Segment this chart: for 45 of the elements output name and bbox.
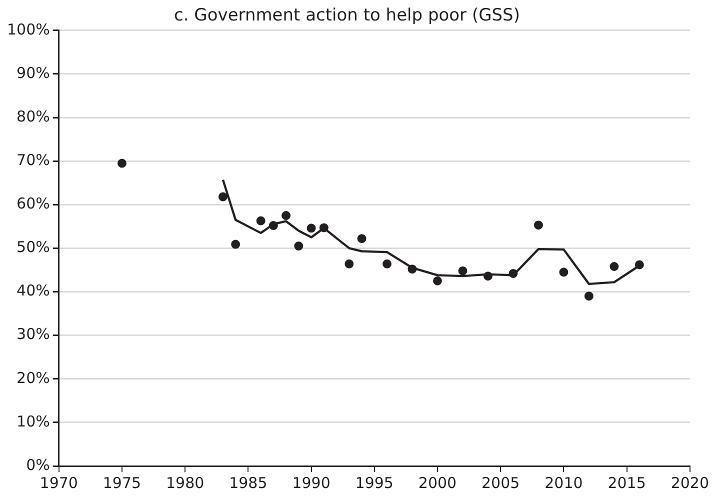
y-tick-label: 70% bbox=[16, 150, 50, 169]
point bbox=[306, 224, 316, 233]
x-tick-label: 1995 bbox=[355, 474, 394, 492]
point bbox=[584, 292, 594, 301]
x-tick-label: 1970 bbox=[40, 474, 78, 492]
point bbox=[634, 260, 644, 270]
x-tick-label: 2015 bbox=[608, 474, 646, 492]
y-tick-label: 30% bbox=[16, 325, 50, 344]
x-tick-label: 1980 bbox=[166, 474, 204, 492]
y-tick-label: 90% bbox=[16, 64, 50, 82]
point bbox=[282, 211, 291, 220]
y-tick-label: 10% bbox=[16, 412, 50, 430]
point bbox=[218, 192, 228, 202]
point bbox=[610, 262, 619, 271]
point bbox=[433, 276, 442, 286]
point bbox=[344, 259, 354, 268]
y-tick-label: 50% bbox=[16, 238, 50, 256]
y-tick-label: 20% bbox=[16, 368, 50, 387]
point bbox=[534, 220, 543, 230]
point bbox=[117, 158, 126, 168]
x-tick-label: 2020 bbox=[670, 474, 710, 492]
point bbox=[382, 259, 392, 268]
point bbox=[357, 234, 366, 244]
x-tick-label: 2000 bbox=[418, 474, 457, 492]
x-tick-label: 2010 bbox=[544, 474, 583, 492]
x-tick-label: 2005 bbox=[482, 474, 520, 492]
x-tick-label: 1975 bbox=[102, 474, 142, 492]
point bbox=[319, 223, 328, 232]
y-tick-label: 80% bbox=[16, 107, 50, 126]
y-tick-label: 60% bbox=[16, 194, 50, 213]
point bbox=[294, 242, 304, 251]
chart-title: c. Government action to help poor (GSS) bbox=[174, 6, 520, 26]
point bbox=[458, 266, 468, 276]
y-tick-label: 40% bbox=[16, 282, 50, 300]
point bbox=[508, 268, 518, 278]
x-tick-label: 1985 bbox=[229, 474, 268, 492]
point bbox=[256, 216, 266, 226]
y-tick-label: 0% bbox=[26, 456, 50, 474]
x-tick-label: 1990 bbox=[292, 474, 330, 492]
point bbox=[483, 272, 492, 281]
y-tick-label: 100% bbox=[6, 20, 50, 38]
point bbox=[268, 221, 278, 230]
point bbox=[231, 240, 240, 249]
point bbox=[559, 268, 568, 277]
point bbox=[408, 264, 417, 274]
